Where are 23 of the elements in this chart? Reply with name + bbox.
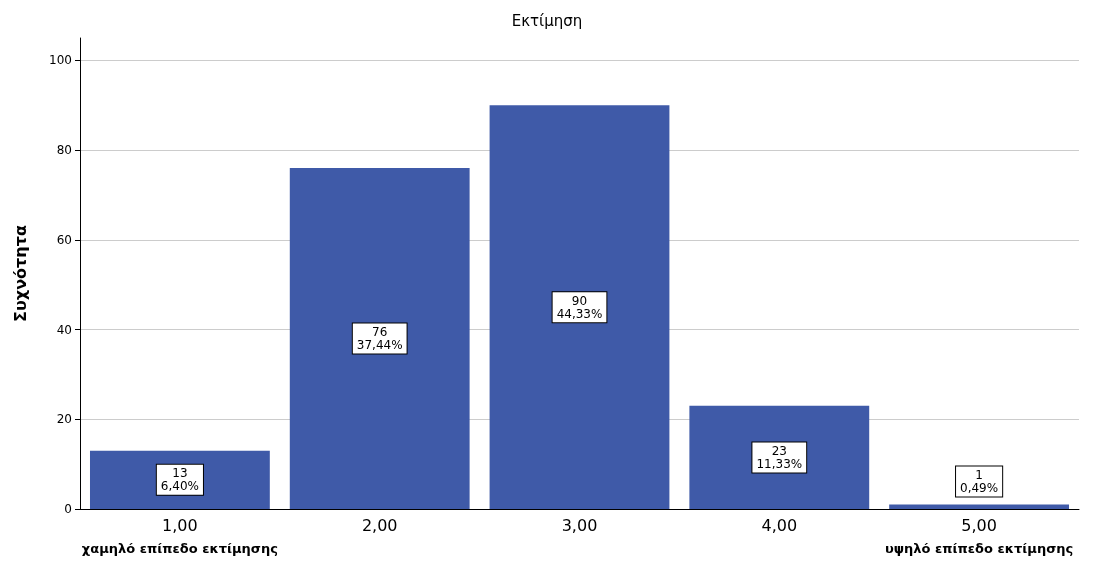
y-tick-label: 20 [56, 412, 72, 427]
text: υψηλό επίπεδο εκτίμησης [884, 540, 1074, 556]
x-tick-label: 5,00 [961, 515, 997, 535]
x-tick-label: 1,00 [162, 515, 198, 535]
x-tick-label: 4,00 [761, 515, 798, 535]
y-axis-title: Συχνότητα [10, 225, 30, 322]
data-label: 23 11,33% [756, 443, 803, 471]
data-label: 90 44,33% [556, 293, 603, 321]
y-tick-label: 80 [56, 143, 72, 158]
y-tick-label: 60 [56, 232, 72, 247]
bar [489, 105, 670, 509]
data-label: 13 6,40% [160, 466, 199, 494]
y-tick-label: 40 [56, 322, 72, 337]
data-label: 76 37,44% [356, 325, 403, 353]
y-tick-label: 100 [49, 53, 72, 68]
text: χαμηλό επίπεδο εκτίμησης [81, 540, 278, 556]
bar [689, 405, 870, 509]
y-tick-label: 0 [64, 502, 72, 516]
x-tick-label: 3,00 [561, 515, 598, 535]
chart-title: Εκτίμηση [511, 11, 583, 30]
x-tick-label: 2,00 [361, 515, 398, 535]
bar [289, 168, 470, 509]
data-label: 1 0,49% [960, 468, 999, 496]
